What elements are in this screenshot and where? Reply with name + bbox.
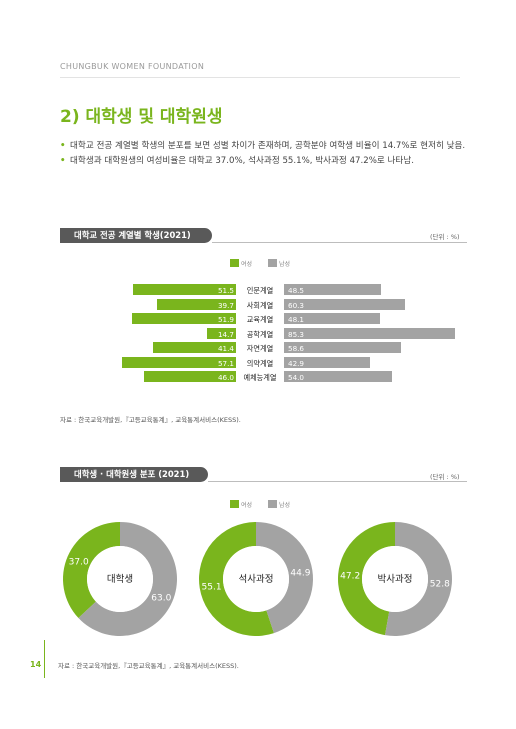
- page-number: 14: [30, 660, 42, 669]
- page-rule: [44, 640, 45, 678]
- bar-male: [284, 313, 381, 324]
- bar-female: [133, 284, 236, 295]
- header-divider: [60, 77, 460, 78]
- bar-female: [156, 298, 236, 310]
- bar-female-value: 14.7: [217, 329, 234, 339]
- donut-slice-female: [199, 522, 274, 636]
- chart2-legend: 여성 남성: [230, 500, 290, 509]
- bar-category-label: 예체능계열: [243, 373, 277, 382]
- bar-category-label: 공학계열: [246, 329, 274, 339]
- chart2-tab-rule: [208, 481, 467, 482]
- chart1-unit: (단위 : %): [430, 233, 460, 241]
- bar-male-value: 48.5: [288, 286, 305, 295]
- donut-hole: [87, 546, 153, 612]
- bar-female-value: 41.4: [217, 344, 234, 353]
- bar-female: [206, 327, 236, 339]
- legend-male-swatch: [267, 500, 277, 508]
- bar-female-value: 46.0: [217, 373, 234, 382]
- bar-male: [284, 284, 381, 295]
- section-title: 2) 대학생 및 대학원생: [60, 107, 223, 127]
- bar-male: [284, 356, 370, 368]
- donut-value-male: 63.0: [151, 593, 171, 603]
- bar-female: [144, 371, 236, 382]
- bullet-dot-icon: •: [60, 156, 66, 166]
- bar-male-value: 58.6: [288, 344, 305, 353]
- legend-female-label: 여성: [241, 261, 253, 268]
- bar-category-label: 의약계열: [246, 358, 274, 368]
- bar-male-value: 48.1: [288, 315, 305, 324]
- donut-center-label: 박사과정: [378, 574, 413, 585]
- bar-female-value: 39.7: [217, 300, 234, 310]
- donut-slice-male: [385, 522, 453, 637]
- donut-value-female: 37.0: [69, 558, 89, 568]
- donut-slice-female: [338, 522, 395, 636]
- donut-value-female: 47.2: [340, 572, 360, 582]
- donut-value-male: 52.8: [430, 579, 450, 589]
- chart2-tab: 대학생 · 대학원생 분포 (2021): [60, 467, 208, 482]
- bullet-item: • 대학교 전공 계열별 학생의 분포를 보면 성별 차이가 존재하며, 공학분…: [60, 139, 470, 154]
- chart1-tab-rule: [212, 242, 467, 243]
- donut-center-label: 석사과정: [239, 574, 274, 585]
- chart2-unit: (단위 : %): [430, 473, 460, 481]
- legend-male-label: 남성: [278, 261, 291, 268]
- bullet-item: • 대학생과 대학원생의 여성비율은 대학교 37.0%, 석사과정 55.1%…: [60, 154, 470, 169]
- bar-male-value: 54.0: [288, 373, 305, 382]
- bar-category-label: 교육계열: [246, 315, 274, 324]
- bar-male: [284, 371, 392, 382]
- bar-female: [153, 342, 236, 353]
- bar-male-value: 42.9: [288, 358, 305, 368]
- bar-category-label: 인문계열: [246, 286, 274, 295]
- bar-female: [132, 313, 236, 324]
- chart1-legend: 여성 남성: [230, 259, 290, 268]
- bar-male-value: 60.3: [288, 300, 305, 310]
- legend-female-swatch: [230, 259, 239, 267]
- donut-value-male: 44.9: [290, 568, 310, 578]
- donut-slice-female: [63, 522, 120, 619]
- legend-female-swatch: [230, 500, 239, 508]
- bar-female-value: 51.5: [217, 286, 234, 295]
- legend-male-label: 남성: [278, 502, 291, 509]
- donut-center-label: 대학생: [107, 574, 133, 585]
- bullet-text: 대학교 전공 계열별 학생의 분포를 보면 성별 차이가 존재하며, 공학분야 …: [70, 141, 466, 151]
- bullet-text: 대학생과 대학원생의 여성비율은 대학교 37.0%, 석사과정 55.1%, …: [70, 156, 414, 166]
- chart2-source: 자료 : 한국교육개발원,『고등교육통계』, 교육통계서비스(KESS).: [58, 662, 239, 670]
- bar-female: [121, 356, 236, 368]
- bullet-list: • 대학교 전공 계열별 학생의 분포를 보면 성별 차이가 존재하며, 공학분…: [60, 139, 470, 169]
- header-org: CHUNGBUK WOMEN FOUNDATION: [60, 62, 205, 71]
- donut-hole: [223, 546, 289, 612]
- bar-category-label: 자연계열: [246, 344, 274, 353]
- donut-slice-male: [256, 522, 314, 634]
- bar-male: [284, 298, 405, 310]
- bar-female-value: 57.1: [217, 358, 234, 368]
- bar-male: [284, 327, 455, 339]
- bullet-dot-icon: •: [60, 141, 66, 151]
- donut-value-female: 55.1: [202, 583, 222, 593]
- chart1-tab: 대학교 전공 계열별 학생(2021): [60, 228, 212, 243]
- legend-female-label: 여성: [241, 502, 253, 509]
- legend-male-swatch: [267, 259, 277, 267]
- bar-male: [284, 342, 402, 353]
- donut-hole: [362, 546, 428, 612]
- donut-slice-male: [78, 522, 178, 636]
- chart1-source: 자료 : 한국교육개발원,『고등교육통계』, 교육통계서비스(KESS).: [60, 416, 241, 424]
- bar-male-value: 85.3: [288, 329, 305, 339]
- bar-female-value: 51.9: [217, 315, 234, 324]
- bar-category-label: 사회계열: [246, 300, 274, 310]
